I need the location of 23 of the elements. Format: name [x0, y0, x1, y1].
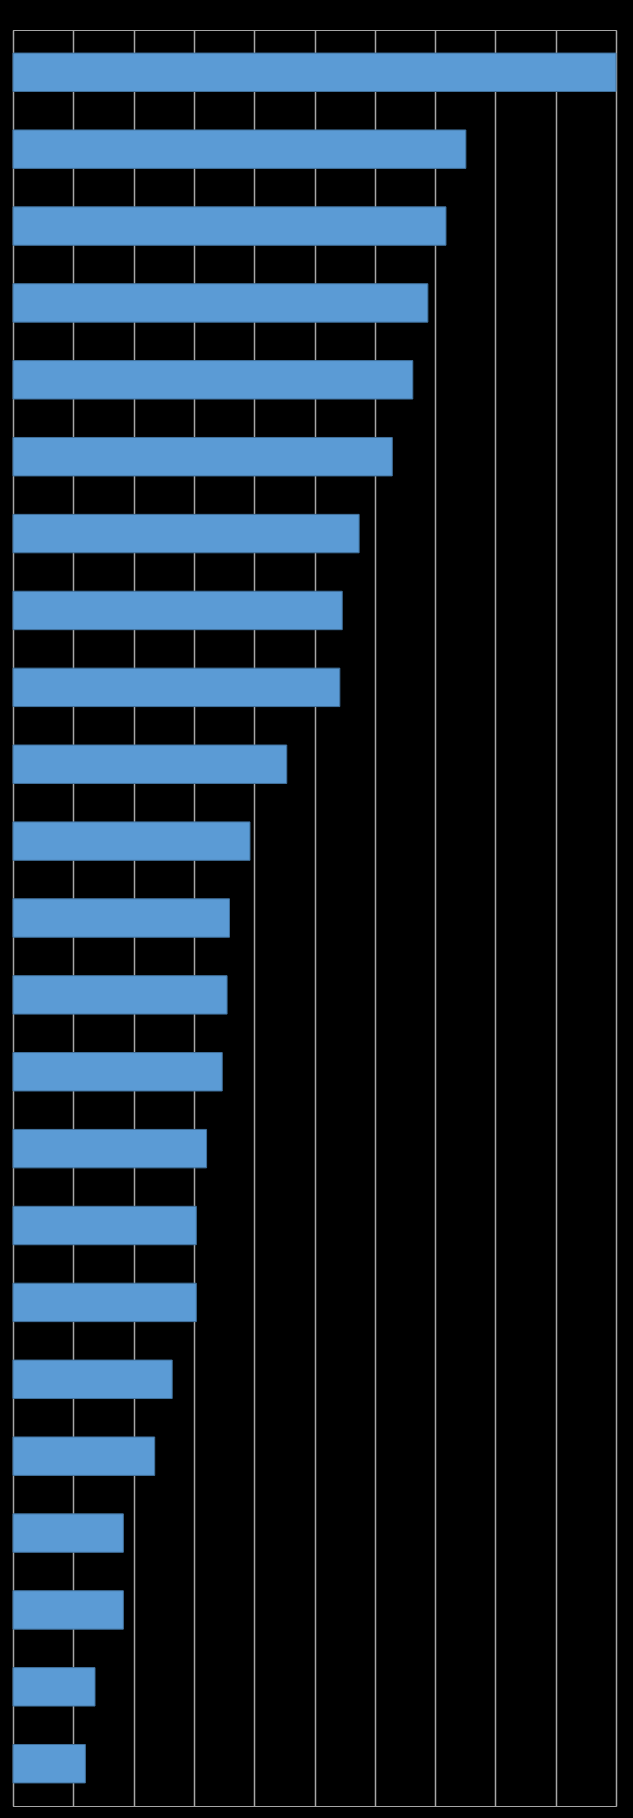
bar — [12, 1743, 86, 1784]
bar — [12, 1359, 173, 1400]
bar — [12, 1205, 197, 1246]
bar — [12, 1436, 156, 1476]
bar — [12, 1513, 124, 1553]
bar — [12, 1052, 223, 1092]
bar — [12, 744, 288, 784]
bar — [12, 283, 429, 323]
bar — [12, 975, 228, 1015]
bar — [12, 52, 617, 93]
bar — [12, 667, 341, 708]
bar — [12, 1282, 197, 1323]
bar — [12, 436, 393, 477]
bar — [12, 1667, 96, 1707]
bar — [12, 206, 447, 246]
bar — [12, 898, 230, 938]
bar — [12, 1590, 124, 1630]
bar — [12, 1128, 208, 1169]
bar — [12, 513, 360, 554]
bar — [12, 129, 467, 169]
bar — [12, 590, 343, 631]
bar — [12, 821, 251, 861]
bar — [12, 360, 414, 400]
